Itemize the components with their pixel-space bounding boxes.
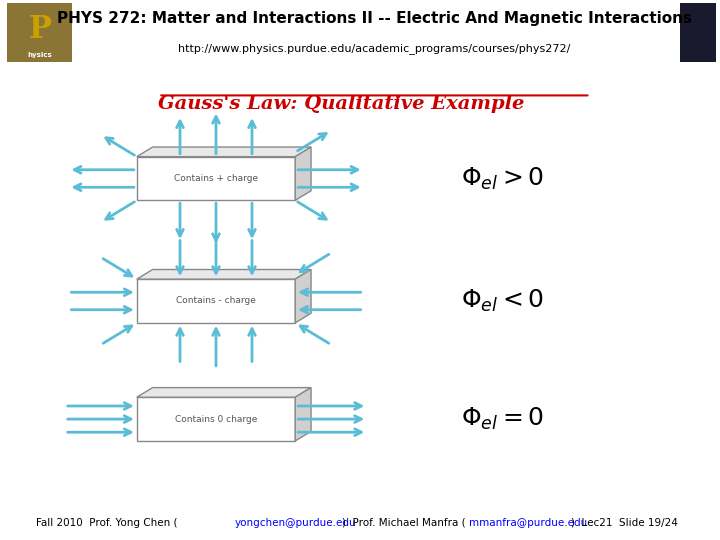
Polygon shape — [137, 397, 295, 441]
Text: mmanfra@purdue.edu: mmanfra@purdue.edu — [469, 518, 588, 528]
Text: Contains + charge: Contains + charge — [174, 174, 258, 183]
Polygon shape — [295, 388, 311, 441]
Text: $\Phi_{el} = 0$: $\Phi_{el} = 0$ — [461, 406, 544, 432]
Text: yongchen@purdue.edu: yongchen@purdue.edu — [235, 518, 356, 528]
Text: $\Phi_{el} > 0$: $\Phi_{el} > 0$ — [461, 165, 544, 192]
Text: $\Phi_{el} < 0$: $\Phi_{el} < 0$ — [461, 288, 544, 314]
Polygon shape — [137, 388, 311, 397]
Text: http://www.physics.purdue.edu/academic_programs/courses/phys272/: http://www.physics.purdue.edu/academic_p… — [179, 43, 570, 54]
Text: Contains 0 charge: Contains 0 charge — [175, 415, 257, 423]
Text: P: P — [28, 14, 51, 45]
Polygon shape — [295, 269, 311, 323]
Polygon shape — [137, 279, 295, 323]
FancyBboxPatch shape — [680, 3, 716, 62]
Text: Gauss's Law: Qualitative Example: Gauss's Law: Qualitative Example — [158, 96, 525, 113]
Text: Fall 2010  Prof. Yong Chen (: Fall 2010 Prof. Yong Chen ( — [36, 518, 178, 528]
Text: PHYS 272: Matter and Interactions II -- Electric And Magnetic Interactions: PHYS 272: Matter and Interactions II -- … — [57, 11, 692, 25]
Polygon shape — [137, 147, 311, 157]
Text: Contains - charge: Contains - charge — [176, 296, 256, 306]
Text: hysics: hysics — [27, 52, 52, 58]
Polygon shape — [137, 269, 311, 279]
Text: )  Prof. Michael Manfra (: ) Prof. Michael Manfra ( — [342, 518, 466, 528]
Text: )  Lec21  Slide 19/24: ) Lec21 Slide 19/24 — [571, 518, 678, 528]
FancyBboxPatch shape — [7, 3, 72, 62]
Polygon shape — [137, 157, 295, 200]
Polygon shape — [295, 147, 311, 200]
